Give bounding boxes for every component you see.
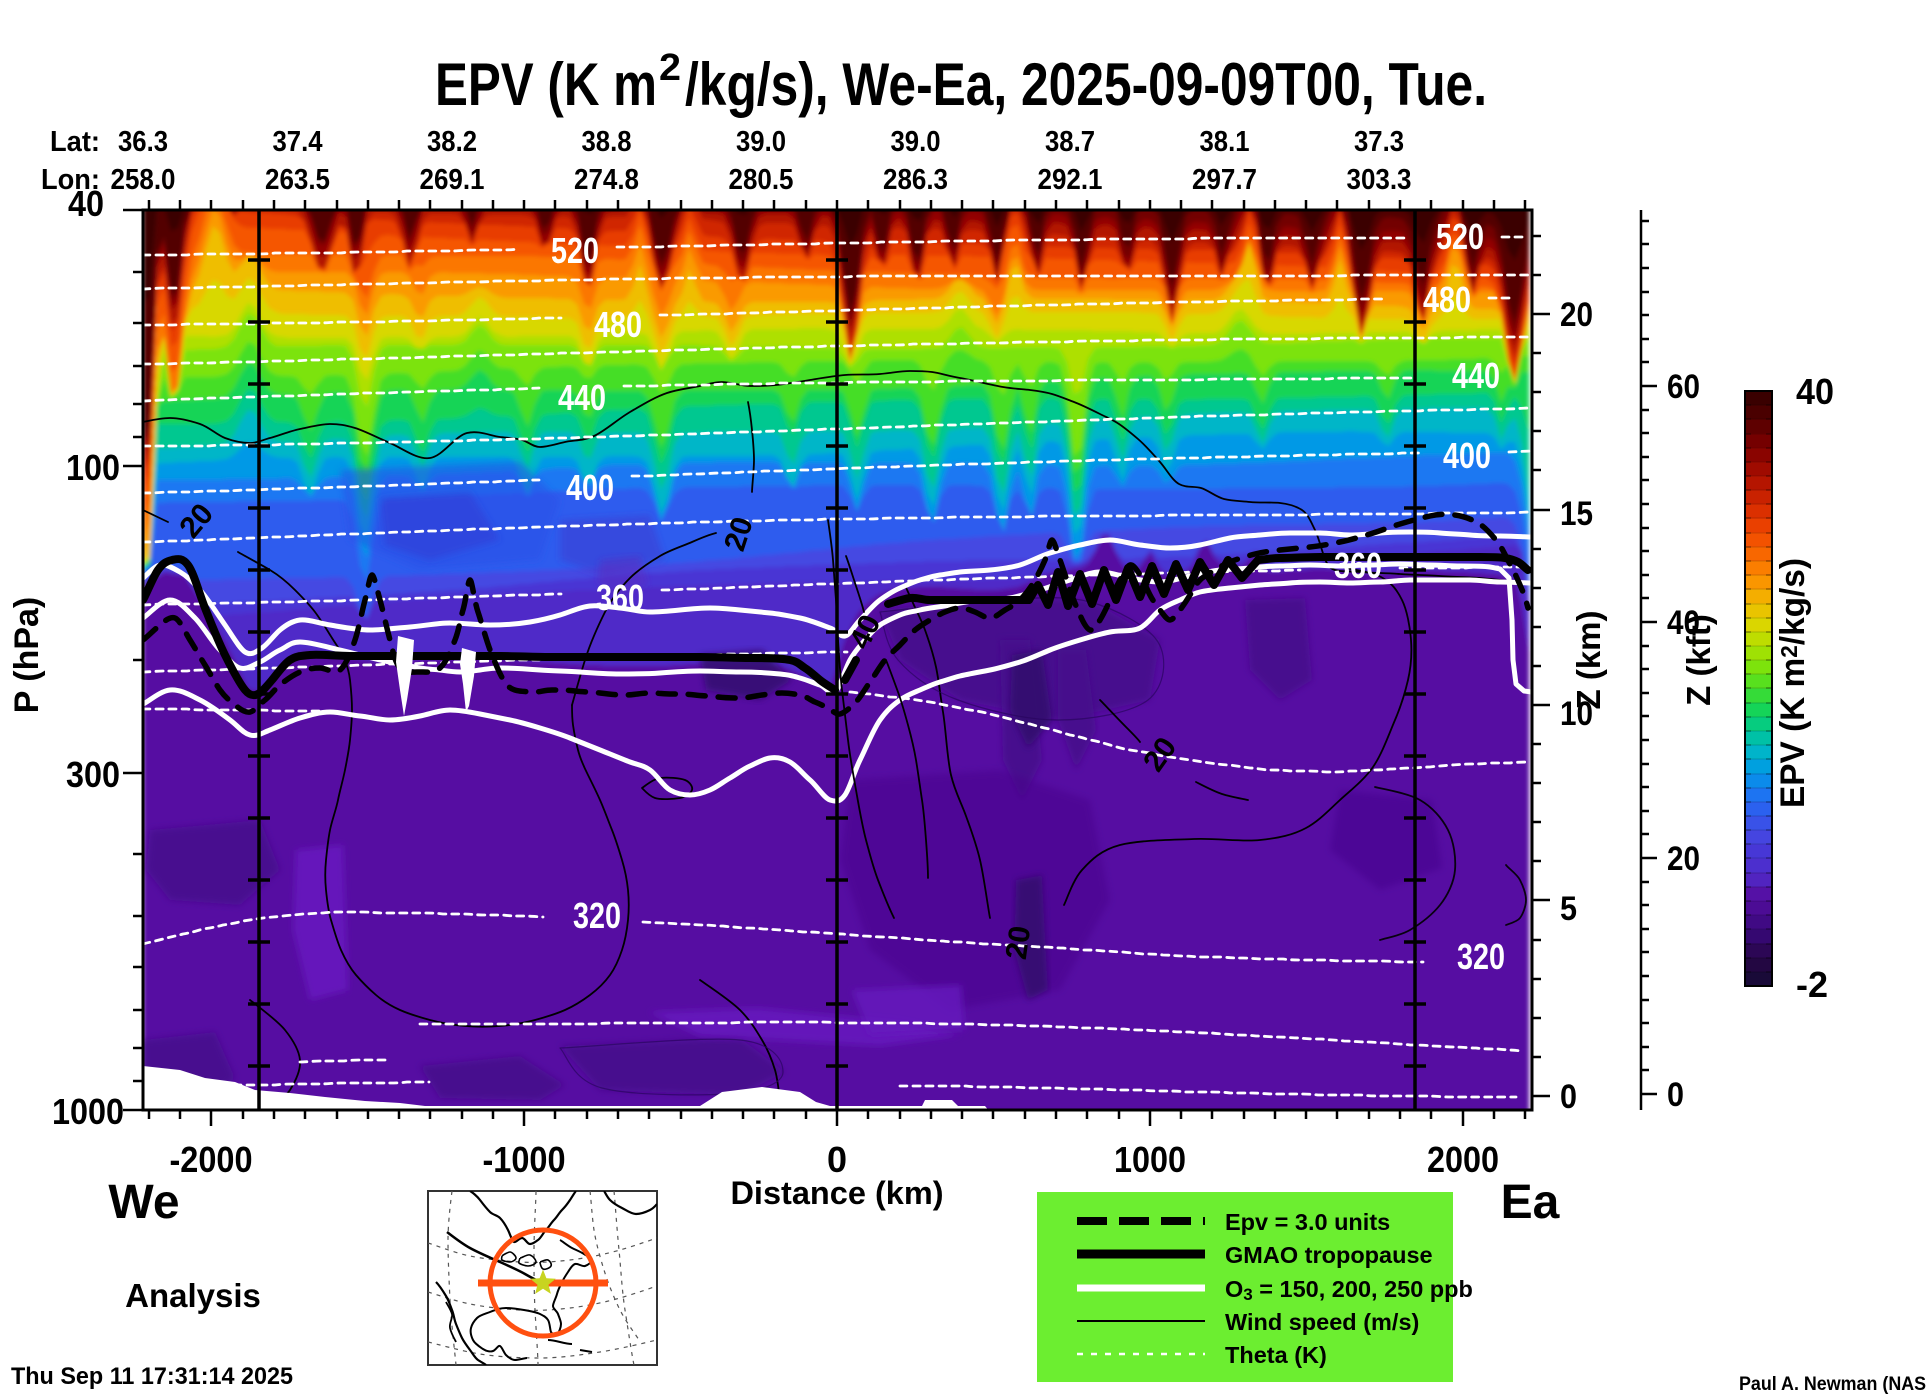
svg-text:5: 5 — [1560, 890, 1577, 928]
svg-text:480: 480 — [594, 304, 642, 345]
svg-text:Ea: Ea — [1501, 1176, 1560, 1229]
svg-text:40: 40 — [1667, 604, 1700, 642]
svg-text:286.3: 286.3 — [883, 164, 948, 196]
svg-text:2: 2 — [659, 47, 681, 89]
svg-text:20: 20 — [1560, 296, 1593, 334]
svg-text:0: 0 — [827, 1139, 847, 1180]
svg-text:Theta (K): Theta (K) — [1225, 1342, 1327, 1368]
svg-text:Thu Sep 11 17:31:14 2025: Thu Sep 11 17:31:14 2025 — [11, 1363, 293, 1390]
svg-text:0: 0 — [1667, 1076, 1684, 1114]
svg-text:Z (kft): Z (kft) — [1680, 614, 1717, 706]
svg-text:400: 400 — [1443, 435, 1491, 476]
svg-text:360: 360 — [1334, 545, 1382, 586]
svg-text:100: 100 — [66, 447, 120, 488]
svg-text:440: 440 — [1452, 355, 1500, 396]
svg-text:20: 20 — [1000, 924, 1037, 962]
svg-text:/kg/s), We-Ea, 2025-09-09T00,: /kg/s), We-Ea, 2025-09-09T00, Tue. — [685, 51, 1487, 118]
svg-text:We: We — [108, 1176, 179, 1229]
svg-text:280.5: 280.5 — [729, 164, 794, 196]
svg-text:37.3: 37.3 — [1354, 126, 1404, 158]
svg-text:1000: 1000 — [52, 1091, 124, 1132]
svg-text:300: 300 — [66, 754, 120, 795]
svg-text:10: 10 — [1560, 695, 1593, 733]
svg-text:39.0: 39.0 — [891, 126, 941, 158]
svg-text:258.0: 258.0 — [111, 164, 176, 196]
svg-text:263.5: 263.5 — [265, 164, 330, 196]
svg-text:269.1: 269.1 — [420, 164, 485, 196]
svg-text:38.8: 38.8 — [582, 126, 632, 158]
svg-text:38.1: 38.1 — [1200, 126, 1250, 158]
svg-text:Analysis: Analysis — [125, 1277, 261, 1314]
svg-text:60: 60 — [1667, 368, 1700, 406]
svg-text:P (hPa): P (hPa) — [8, 597, 46, 714]
svg-text:520: 520 — [1436, 216, 1484, 257]
svg-text:274.8: 274.8 — [574, 164, 639, 196]
svg-text:36.3: 36.3 — [118, 126, 168, 158]
svg-text:2000: 2000 — [1427, 1139, 1499, 1180]
svg-text:Distance (km): Distance (km) — [730, 1175, 943, 1211]
svg-text:39.0: 39.0 — [736, 126, 786, 158]
svg-text:360: 360 — [596, 577, 644, 618]
svg-text:O3 = 150, 200, 250 ppb: O3 = 150, 200, 250 ppb — [1225, 1276, 1473, 1304]
svg-text:297.7: 297.7 — [1192, 164, 1257, 196]
svg-text:292.1: 292.1 — [1038, 164, 1103, 196]
svg-text:480: 480 — [1423, 279, 1471, 320]
svg-text:38.2: 38.2 — [427, 126, 477, 158]
svg-text:Lon:: Lon: — [41, 164, 100, 196]
svg-text:320: 320 — [1457, 936, 1505, 977]
svg-text:20: 20 — [1667, 840, 1700, 878]
svg-text:-2: -2 — [1796, 964, 1828, 1005]
svg-text:40: 40 — [68, 183, 104, 224]
svg-text:-1000: -1000 — [483, 1139, 566, 1180]
svg-text:EPV (K m2/kg/s): EPV (K m2/kg/s) — [1774, 558, 1812, 808]
svg-text:Wind speed (m/s): Wind speed (m/s) — [1225, 1309, 1419, 1335]
svg-text:15: 15 — [1560, 495, 1593, 533]
svg-text:440: 440 — [558, 377, 606, 418]
svg-text:EPV (K m: EPV (K m — [435, 51, 657, 118]
svg-text:Epv = 3.0 units: Epv = 3.0 units — [1225, 1209, 1390, 1235]
svg-text:400: 400 — [566, 467, 614, 508]
svg-text:Z (km): Z (km) — [1570, 611, 1607, 710]
svg-text:520: 520 — [551, 230, 599, 271]
svg-text:320: 320 — [573, 895, 621, 936]
svg-text:37.4: 37.4 — [273, 126, 323, 158]
svg-text:Paul A. Newman (NASA: Paul A. Newman (NASA — [1739, 1374, 1926, 1394]
svg-text:GMAO tropopause: GMAO tropopause — [1225, 1242, 1433, 1268]
svg-text:38.7: 38.7 — [1045, 126, 1095, 158]
svg-text:Lat:: Lat: — [50, 126, 100, 158]
svg-text:0: 0 — [1560, 1078, 1577, 1116]
svg-text:1000: 1000 — [1114, 1139, 1186, 1180]
svg-text:40: 40 — [1796, 371, 1834, 412]
svg-text:-2000: -2000 — [170, 1139, 253, 1180]
svg-text:303.3: 303.3 — [1347, 164, 1412, 196]
